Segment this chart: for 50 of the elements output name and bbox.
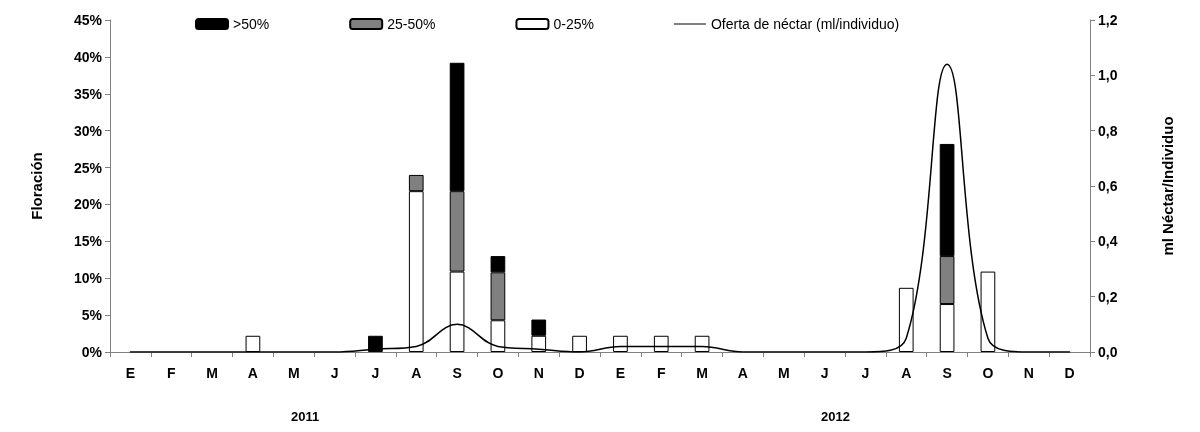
y2-tick-label: 1,2 xyxy=(1098,12,1118,28)
x-tick-label: F xyxy=(166,365,176,381)
legend-label: >50% xyxy=(233,16,270,32)
x-tick-label: A xyxy=(411,365,422,381)
x-tick-label: N xyxy=(1023,365,1034,381)
y-tick-label: 15% xyxy=(73,233,103,250)
y2-tick-label: 1,0 xyxy=(1098,67,1118,84)
x-tick-label: S xyxy=(452,365,462,381)
x-tick-label: O xyxy=(492,365,504,381)
x-tick-label: D xyxy=(1064,365,1075,381)
y2-tick-label: 0,4 xyxy=(1098,233,1118,250)
x-tick-label: M xyxy=(777,365,790,381)
y2-tick-label: 0,6 xyxy=(1098,178,1118,194)
y-tick-label: 35% xyxy=(73,85,103,102)
x-tick-label: M xyxy=(696,365,708,381)
text: 2011 xyxy=(291,409,320,424)
x-tick-label: M xyxy=(287,365,300,381)
y-tick-label: 10% xyxy=(73,270,103,287)
y-tick-label: 45% xyxy=(73,12,103,28)
x-tick-label: A xyxy=(901,365,912,381)
y-tick-label: 30% xyxy=(73,122,103,139)
x-tick-label: J xyxy=(371,365,380,381)
y2-tick-label: 0,2 xyxy=(1098,288,1118,305)
x-tick-label: M xyxy=(206,365,218,381)
y-tick-label: 0% xyxy=(81,344,103,360)
y-tick-label: 5% xyxy=(81,307,103,324)
line-series xyxy=(129,63,1071,353)
x-tick-label: J xyxy=(820,365,829,381)
x-tick-label: O xyxy=(982,365,994,381)
text: 2012 xyxy=(821,409,850,424)
y-tick-label: 20% xyxy=(73,196,103,213)
legend-label: 0-25% xyxy=(553,16,594,32)
y2-tick-label: 0,8 xyxy=(1098,122,1118,139)
x-tick-label: A xyxy=(737,365,748,381)
x-tick-label: A xyxy=(247,365,258,381)
y2-tick-label: 0,0 xyxy=(1098,344,1118,360)
x-tick-label: F xyxy=(656,365,666,381)
legend-label: 25-50% xyxy=(387,16,436,32)
x-tick-label: D xyxy=(574,365,585,381)
x-tick-label: E xyxy=(615,365,626,381)
y-tick-label: 25% xyxy=(73,159,103,176)
legend-label: Oferta de néctar (ml/individuo) xyxy=(710,16,900,32)
x-tick-label: J xyxy=(330,365,339,381)
x-tick-label: N xyxy=(533,365,544,381)
y-axis-title: Floración xyxy=(28,152,45,220)
x-tick-label: E xyxy=(125,365,136,381)
y2-axis-title: ml Néctar/Individuo xyxy=(1159,116,1176,256)
x-tick-label: S xyxy=(942,365,952,381)
x-tick-label: J xyxy=(861,365,870,381)
y-tick-label: 40% xyxy=(73,48,103,65)
